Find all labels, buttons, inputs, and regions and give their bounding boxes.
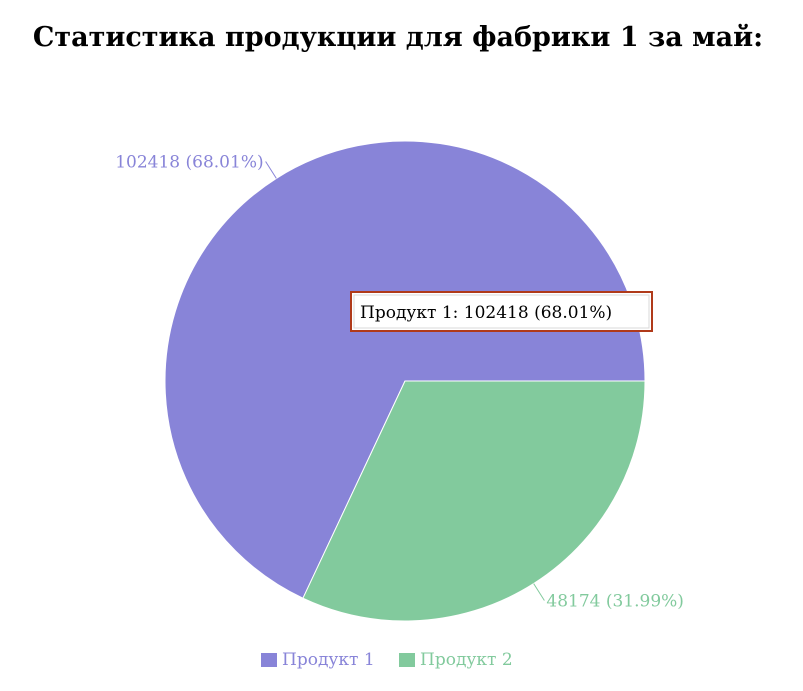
leader-line-1 <box>265 161 277 179</box>
pie-slice-2[interactable] <box>302 380 646 622</box>
leader-line-2 <box>533 583 545 601</box>
slice-label-2: 48174 (31.99%) <box>546 591 684 611</box>
tooltip: Продукт 1: 102418 (68.01%) <box>350 291 653 332</box>
slice-label-1: 102418 (68.01%) <box>115 153 263 173</box>
legend-swatch-product-2 <box>399 653 415 667</box>
legend-label-product-2[interactable]: Продукт 2 <box>420 650 513 670</box>
tooltip-box <box>350 291 653 332</box>
pie-slices <box>164 140 646 622</box>
tooltip-inner-border <box>353 294 650 329</box>
tooltip-text: Продукт 1: 102418 (68.01%) <box>360 303 612 323</box>
slice-leader-lines <box>265 161 545 601</box>
legend: Продукт 1 Продукт 2 <box>261 650 513 670</box>
legend-swatch-product-1 <box>261 653 277 667</box>
slice-labels: 102418 (68.01%) 48174 (31.99%) <box>115 153 684 612</box>
legend-label-product-1[interactable]: Продукт 1 <box>282 650 375 670</box>
chart-title: Статистика продукции для фабрики 1 за ма… <box>33 22 763 53</box>
